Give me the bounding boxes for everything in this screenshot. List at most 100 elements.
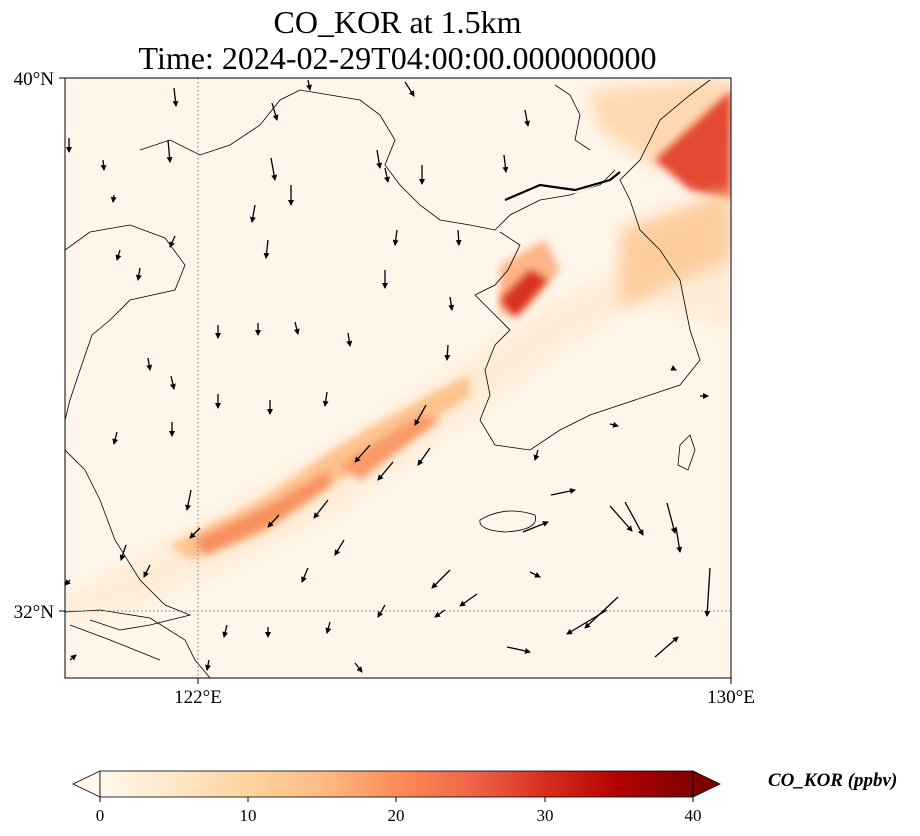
wind-arrow <box>377 461 394 481</box>
jiangsu-coastline <box>65 449 192 631</box>
co-plume-core <box>195 470 330 555</box>
wind-arrow <box>448 296 455 311</box>
wind-arrow <box>431 569 451 589</box>
wind-arrow <box>533 449 540 461</box>
colorbar-label: CO_KOR (ppbv) <box>768 770 898 791</box>
wind-arrow <box>169 235 176 248</box>
wind-arrow <box>506 646 531 654</box>
map-panel <box>65 78 731 678</box>
wind-arrow <box>444 344 451 361</box>
wind-arrow <box>110 194 117 203</box>
wind-arrow <box>166 139 173 163</box>
map-title-line2: Time: 2024-02-29T04:00:00.000000000 <box>138 40 657 76</box>
x-tick-label-122E: 122°E <box>174 687 222 708</box>
colorbar-tick-label: 20 <box>388 806 405 825</box>
wind-arrow <box>666 502 677 534</box>
tsushima-island <box>677 434 696 471</box>
y-tick-label-32N: 32°N <box>14 602 55 623</box>
wind-vectors <box>65 79 711 673</box>
wind-arrow <box>384 167 390 183</box>
wind-arrow <box>584 596 619 629</box>
co-outer-band <box>65 190 731 620</box>
wind-arrow <box>100 159 107 171</box>
colorbar-tick-label: 0 <box>96 806 105 825</box>
wind-arrow <box>322 391 329 407</box>
wind-arrow <box>185 489 192 511</box>
wind-arrow <box>354 662 363 673</box>
wind-arrow <box>459 593 478 607</box>
wind-arrow <box>502 154 509 173</box>
x-tick-label-130E: 130°E <box>707 687 755 708</box>
wind-arrow <box>670 365 677 371</box>
wind-arrow <box>529 571 541 578</box>
co-korea-band <box>620 190 731 310</box>
wind-arrow <box>306 79 312 91</box>
shandong-coastline <box>65 224 186 421</box>
wind-arrow <box>135 267 142 281</box>
estuary-island <box>69 624 161 661</box>
wind-arrow <box>189 527 201 539</box>
wind-arrow <box>550 488 576 496</box>
wind-arrow <box>414 404 427 426</box>
wind-arrow <box>222 624 229 638</box>
wind-arrow <box>334 539 345 556</box>
wind-arrow <box>377 604 386 618</box>
co-coast-core <box>500 270 548 318</box>
wind-arrow <box>376 149 383 169</box>
co-plume-core-2 <box>340 415 440 480</box>
wind-arrow <box>112 431 119 445</box>
wind-arrow <box>609 505 633 532</box>
wind-arrow <box>169 375 176 390</box>
wind-arrow <box>65 579 71 586</box>
wind-arrow <box>654 636 679 658</box>
co-plume-band <box>170 375 470 560</box>
wind-arrow <box>434 609 446 618</box>
map-frame <box>64 77 732 679</box>
wind-arrow <box>293 321 300 335</box>
wind-arrow <box>313 499 329 519</box>
wind-arrow <box>522 521 549 533</box>
map-title-line1: CO_KOR at 1.5km <box>273 4 522 40</box>
colorbar-tick-label: 10 <box>240 806 257 825</box>
wind-arrow <box>115 249 122 261</box>
wind-arrow <box>624 501 644 536</box>
wind-arrow <box>704 567 711 617</box>
wind-arrow <box>143 564 151 578</box>
wind-arrow <box>263 239 270 259</box>
colorbar-tick-label: 30 <box>537 806 554 825</box>
wind-arrow <box>146 357 153 371</box>
wind-arrow <box>119 544 127 561</box>
wind-arrow <box>524 109 531 127</box>
wind-arrow <box>455 229 462 246</box>
colorbar-tick-label: 40 <box>685 806 702 825</box>
border-line <box>504 171 621 202</box>
wind-arrow <box>249 204 256 223</box>
colorbar-gradient <box>100 771 693 797</box>
wind-arrow <box>270 157 278 181</box>
wind-arrow <box>609 421 619 428</box>
y-tick-label-40N: 40°N <box>14 69 55 90</box>
wind-arrow <box>675 526 683 553</box>
wind-arrow <box>271 102 279 121</box>
wind-arrow <box>301 567 309 583</box>
wind-arrow <box>417 447 431 466</box>
colorbar: 0 10 20 30 40 <box>72 770 721 825</box>
wind-arrow <box>392 229 399 246</box>
wind-arrow <box>205 659 211 671</box>
korean-peninsula-coastline <box>474 79 711 451</box>
wind-arrow <box>354 444 371 463</box>
wind-arrow <box>172 87 179 107</box>
wind-arrow <box>566 609 608 635</box>
jeju-island <box>479 510 537 533</box>
co-concentration-field <box>65 78 731 620</box>
bohai-liaodong-coastline <box>139 89 616 231</box>
wind-arrow <box>267 514 280 528</box>
wind-arrow <box>404 81 415 97</box>
wind-arrow <box>325 621 332 634</box>
colorbar-extend-max <box>692 770 721 798</box>
colorbar-extend-min <box>72 770 101 798</box>
northeast-coastline <box>554 84 591 151</box>
wind-arrow <box>346 332 353 347</box>
wind-arrow <box>69 654 77 661</box>
